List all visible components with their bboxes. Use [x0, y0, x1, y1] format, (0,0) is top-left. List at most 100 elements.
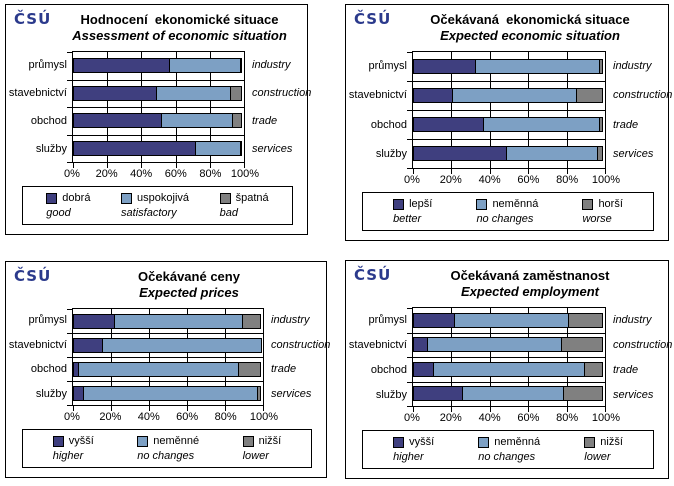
chart-title-block: Očekávaná ekonomická situace Expected eco…	[346, 5, 668, 51]
legend-entry: špatná	[219, 192, 269, 205]
category-label: stavebnictví	[348, 89, 407, 102]
bar-row	[73, 313, 263, 329]
gridline-horizontal	[73, 107, 244, 108]
gridline-horizontal	[413, 332, 605, 334]
legend-label-en: better	[393, 213, 422, 225]
bar-segment-1	[413, 59, 477, 74]
y-axis-tick	[407, 406, 413, 407]
x-axis-tick	[175, 162, 177, 168]
x-axis-label: 0%	[404, 174, 420, 186]
x-axis-tick	[451, 406, 453, 412]
chart-body: průmysl stavebnictví obchod služby industry c…	[346, 307, 672, 412]
bar-segment-2	[102, 337, 262, 353]
legend-entry: dobrá	[46, 192, 90, 205]
chart-subtitle: Expected economic situation	[440, 28, 620, 43]
x-axis: 0% 20% 40% 60% 80% 100%	[6, 163, 307, 183]
gridline-horizontal	[413, 139, 605, 140]
x-axis-label: 100%	[591, 174, 621, 186]
bar-segment-3	[240, 58, 243, 74]
bar-segment-1	[73, 113, 162, 129]
x-axis-label: 60%	[517, 412, 540, 424]
y-axis-tick	[67, 52, 73, 53]
bar-segment-2	[483, 117, 601, 132]
legend-label: neměnná	[492, 198, 539, 210]
chart-title-block: Očekávané ceny Expected prices	[6, 262, 326, 308]
bar-segment-1	[413, 117, 485, 132]
chart-title-block: Hodnocení ekonomické situace Assessment o…	[6, 5, 307, 51]
bar-segment-2	[461, 386, 564, 402]
legend-label-en: no changes	[476, 213, 534, 225]
legend-swatch	[584, 437, 596, 448]
category-label-en: trade	[613, 118, 639, 131]
y-axis-tick	[407, 139, 413, 140]
x-axis-tick	[566, 168, 568, 174]
category-label: stavebnictví	[8, 87, 67, 99]
legend: vyšší higher neměnná no changes nižší lower	[362, 430, 654, 469]
legend-label: lepší	[409, 198, 433, 210]
category-axis-en: industry construction trade services	[606, 307, 672, 407]
y-axis-tick	[407, 381, 413, 383]
category-label-en: trade	[252, 115, 278, 127]
bar-segment-2	[113, 313, 243, 329]
category-label-en: trade	[271, 363, 297, 376]
category-label: služby	[35, 143, 67, 155]
x-axis-tick	[141, 162, 143, 168]
legend-item: uspokojivá satisfactory	[121, 192, 189, 220]
chart-title: Očekávaná zaměstnanost	[450, 268, 610, 283]
chart-header: ČSÚ Očekávané ceny Expected prices	[6, 262, 326, 308]
bar-segment-1	[73, 140, 197, 156]
chart-header: ČSÚ Očekávaná ekonomická situace Expected …	[346, 5, 668, 51]
x-axis-tick	[73, 162, 74, 168]
category-label: stavebnictví	[8, 338, 67, 351]
bar-segment-2	[77, 361, 240, 377]
bar-segment-3	[257, 385, 261, 401]
x-axis-tick	[263, 405, 264, 411]
legend-swatch	[219, 193, 231, 204]
chart-header: ČSÚ Očekávaná zaměstnanost Expected employ…	[346, 261, 668, 307]
x-axis-spacer-left	[6, 163, 72, 183]
x-axis-spacer-left	[346, 407, 412, 427]
legend-swatch	[137, 436, 149, 447]
gridline-horizontal	[413, 110, 605, 111]
x-axis-tick	[73, 405, 74, 411]
x-axis-tick	[107, 162, 109, 168]
legend-label: vyšší	[409, 436, 435, 448]
gridline-horizontal	[73, 79, 244, 81]
legend-label-en: no changes	[478, 451, 536, 463]
bar-segment-2	[83, 385, 259, 401]
category-axis: průmysl stavebnictví obchod služby	[346, 307, 412, 407]
x-axis-label: 80%	[214, 411, 237, 423]
x-axis-label: 60%	[164, 168, 187, 180]
legend-entry: neměnná	[476, 198, 538, 211]
bar-segment-3	[238, 361, 261, 377]
x-axis-spacer-left	[346, 169, 412, 189]
x-axis-label: 20%	[439, 412, 462, 424]
bar-row	[413, 117, 605, 132]
y-axis-tick	[407, 357, 413, 358]
y-axis-tick	[407, 308, 413, 309]
legend-item: vyšší higher	[393, 436, 434, 464]
x-axis-tick	[413, 406, 414, 412]
gridline-horizontal	[413, 81, 605, 82]
y-axis-tick	[67, 134, 73, 136]
x-axis-tick	[605, 406, 606, 412]
bar-segment-1	[413, 312, 456, 328]
legend-item: nižší lower	[584, 436, 623, 464]
legend-label-en: satisfactory	[121, 207, 177, 219]
plot-area	[407, 307, 606, 412]
legend-label: dobrá	[62, 192, 91, 204]
legend: vyšší higher neměnné no changes nižší lower	[22, 429, 312, 468]
x-axis-label: 100%	[591, 412, 621, 424]
gridline-horizontal	[73, 333, 263, 334]
x-axis-track: 0% 20% 40% 60% 80% 100%	[64, 163, 259, 183]
legend-label-en: good	[46, 207, 71, 219]
x-axis-label: 20%	[99, 411, 122, 423]
chart-body: průmysl stavebnictví obchod služby industry c…	[346, 51, 672, 174]
legend-label-en: bad	[219, 207, 238, 219]
y-axis-tick	[67, 357, 73, 358]
chart-subtitle: Expected prices	[139, 285, 239, 300]
legend-item: horší worse	[582, 198, 623, 226]
category-label-en: services	[613, 388, 654, 401]
legend-entry: nižší	[584, 436, 623, 449]
category-label-en: industry	[252, 59, 291, 71]
